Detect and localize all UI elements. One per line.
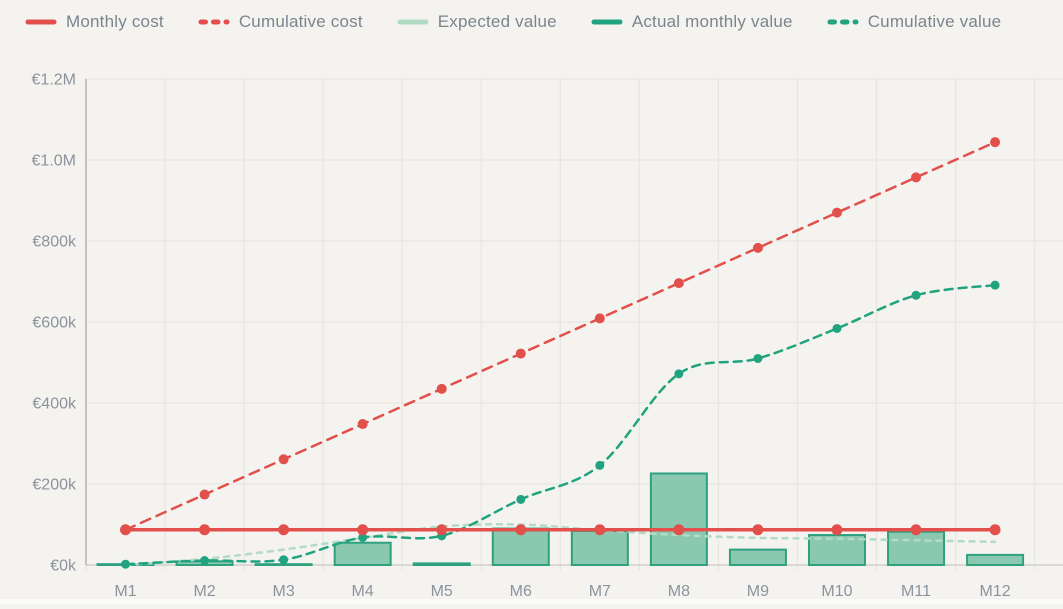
- point-cumulative-cost-M4[interactable]: [358, 419, 368, 429]
- bar-M9[interactable]: [730, 550, 786, 565]
- point-cumulative-cost-M9[interactable]: [753, 243, 763, 253]
- point-cumulative-value-M1[interactable]: [121, 560, 130, 569]
- axis-labels: €0k €200k €400k €600k €800k €1.0M €1.2M M1 M2 M3 M…: [32, 72, 1011, 601]
- x-tick-label-m5: M5: [431, 583, 453, 600]
- point-cumulative-value-M12[interactable]: [991, 281, 1000, 290]
- bar-M4[interactable]: [335, 543, 391, 565]
- point-cumulative-value-M7[interactable]: [595, 461, 604, 470]
- point-monthly-cost-M10[interactable]: [831, 524, 842, 535]
- x-tick-label-m6: M6: [510, 583, 532, 600]
- point-monthly-cost-M2[interactable]: [199, 524, 210, 535]
- y-tick-label--0k: €0k: [50, 558, 77, 575]
- gridlines: [86, 79, 1063, 570]
- point-cumulative-cost-M6[interactable]: [516, 349, 526, 359]
- point-cumulative-value-M10[interactable]: [832, 324, 841, 333]
- y-tick-label--1-2m: €1.2M: [32, 72, 76, 89]
- point-cumulative-value-M8[interactable]: [674, 369, 683, 378]
- bar-M12[interactable]: [967, 555, 1023, 565]
- x-tick-label-m10: M10: [821, 583, 852, 600]
- point-cumulative-value-M9[interactable]: [753, 354, 762, 363]
- x-tick-label-m4: M4: [352, 583, 374, 600]
- point-monthly-cost-M5[interactable]: [436, 524, 447, 535]
- point-cumulative-value-M6[interactable]: [516, 495, 525, 504]
- point-cumulative-cost-M2[interactable]: [200, 490, 210, 500]
- bar-M7[interactable]: [572, 531, 628, 565]
- bar-M11[interactable]: [888, 532, 944, 565]
- bottom-strip: [0, 599, 1063, 604]
- point-monthly-cost-M3[interactable]: [278, 524, 289, 535]
- y-tick-label--800k: €800k: [32, 234, 77, 251]
- point-cumulative-cost-M7[interactable]: [595, 313, 605, 323]
- bar-M3[interactable]: [256, 564, 312, 565]
- y-tick-label--400k: €400k: [32, 396, 77, 413]
- point-cumulative-cost-M12[interactable]: [990, 137, 1000, 147]
- point-monthly-cost-M7[interactable]: [594, 524, 605, 535]
- x-tick-label-m8: M8: [668, 583, 690, 600]
- x-tick-label-m2: M2: [193, 583, 215, 600]
- bar-M8[interactable]: [651, 473, 707, 565]
- point-cumulative-cost-M3[interactable]: [279, 454, 289, 464]
- point-monthly-cost-M6[interactable]: [515, 524, 526, 535]
- y-tick-label--600k: €600k: [32, 315, 77, 332]
- y-tick-label--200k: €200k: [32, 477, 77, 494]
- point-cumulative-cost-M11[interactable]: [911, 172, 921, 182]
- x-tick-label-m3: M3: [273, 583, 295, 600]
- x-tick-label-m9: M9: [747, 583, 769, 600]
- x-tick-label-m7: M7: [589, 583, 611, 600]
- x-tick-label-m12: M12: [980, 583, 1011, 600]
- point-monthly-cost-M1[interactable]: [120, 524, 131, 535]
- point-cumulative-value-M11[interactable]: [912, 291, 921, 300]
- point-monthly-cost-M12[interactable]: [990, 524, 1001, 535]
- bar-M5[interactable]: [414, 563, 470, 565]
- y-tick-label--1-0m: €1.0M: [32, 153, 76, 170]
- point-cumulative-cost-M10[interactable]: [832, 208, 842, 218]
- x-tick-label-m1: M1: [114, 583, 136, 600]
- point-monthly-cost-M11[interactable]: [911, 524, 922, 535]
- point-monthly-cost-M4[interactable]: [357, 524, 368, 535]
- point-monthly-cost-M8[interactable]: [673, 524, 684, 535]
- point-cumulative-cost-M5[interactable]: [437, 384, 447, 394]
- point-monthly-cost-M9[interactable]: [752, 524, 763, 535]
- point-cumulative-value-M3[interactable]: [279, 555, 288, 564]
- point-cumulative-value-M2[interactable]: [200, 556, 209, 565]
- x-tick-label-m11: M11: [901, 583, 931, 600]
- point-cumulative-cost-M8[interactable]: [674, 278, 684, 288]
